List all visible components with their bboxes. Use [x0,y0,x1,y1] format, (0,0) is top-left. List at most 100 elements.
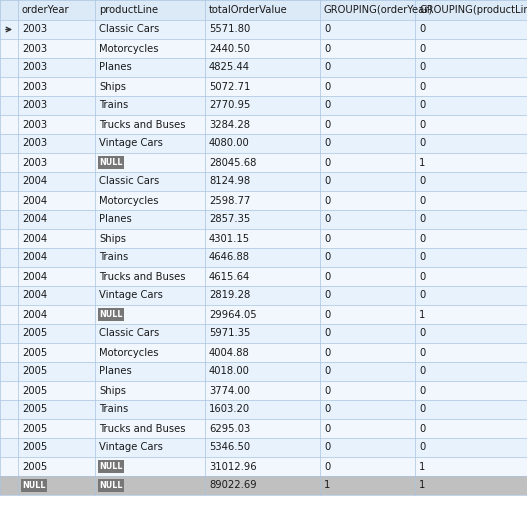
Bar [415,172,527,191]
Text: 4615.64: 4615.64 [209,271,250,282]
Text: 0: 0 [419,43,425,54]
Bar [205,438,320,457]
Bar [18,457,95,476]
Text: Trains: Trains [99,252,128,263]
Text: 0: 0 [324,366,330,377]
Text: 0: 0 [324,82,330,91]
Text: 2440.50: 2440.50 [209,43,250,54]
Text: Ships: Ships [99,234,126,244]
Bar [205,248,320,267]
Text: 0: 0 [324,291,330,300]
Bar [415,229,527,248]
Bar [205,267,320,286]
Text: 1: 1 [419,310,425,319]
Text: 8124.98: 8124.98 [209,176,250,186]
Text: 0: 0 [324,196,330,205]
Bar [0,58,18,77]
Bar [205,457,320,476]
Text: 2770.95: 2770.95 [209,101,250,110]
Bar [18,115,95,134]
Bar [320,134,415,153]
Text: Classic Cars: Classic Cars [99,329,159,338]
Text: 89022.69: 89022.69 [209,480,257,491]
Bar [0,96,18,115]
Bar [95,324,205,343]
Text: Classic Cars: Classic Cars [99,24,159,35]
Text: 5072.71: 5072.71 [209,82,250,91]
Text: 0: 0 [419,385,425,395]
Bar [0,438,18,457]
Bar [18,400,95,419]
Text: 0: 0 [419,405,425,414]
Bar [320,172,415,191]
Bar [95,58,205,77]
Bar [320,77,415,96]
Bar [18,0,95,20]
Bar [320,305,415,324]
Text: 0: 0 [419,24,425,35]
Text: 0: 0 [324,234,330,244]
Text: 5346.50: 5346.50 [209,443,250,453]
Bar [415,400,527,419]
Text: 0: 0 [419,138,425,149]
Bar [0,286,18,305]
Bar [95,457,205,476]
Text: 0: 0 [419,82,425,91]
Bar [18,210,95,229]
Bar [415,115,527,134]
Bar [320,381,415,400]
Text: 0: 0 [419,176,425,186]
Text: 2819.28: 2819.28 [209,291,250,300]
Bar [0,115,18,134]
Bar [320,286,415,305]
Bar [415,39,527,58]
Bar [0,20,18,39]
Text: 0: 0 [324,443,330,453]
Text: 0: 0 [324,24,330,35]
Bar [98,156,124,169]
Text: Vintage Cars: Vintage Cars [99,138,163,149]
Text: 2003: 2003 [22,120,47,130]
Text: 2003: 2003 [22,24,47,35]
Text: 2598.77: 2598.77 [209,196,250,205]
Bar [415,362,527,381]
Text: 2005: 2005 [22,405,47,414]
Text: totalOrderValue: totalOrderValue [209,5,288,15]
Text: 2004: 2004 [22,291,47,300]
Bar [415,305,527,324]
Bar [95,248,205,267]
Bar [415,381,527,400]
Text: Motorcycles: Motorcycles [99,196,159,205]
Text: 0: 0 [419,291,425,300]
Bar [98,309,124,320]
Text: 1: 1 [419,480,425,491]
Text: 0: 0 [324,101,330,110]
Text: 2003: 2003 [22,157,47,168]
Bar [205,324,320,343]
Bar [415,419,527,438]
Text: 0: 0 [419,366,425,377]
Bar [320,400,415,419]
Bar [320,210,415,229]
Text: 3774.00: 3774.00 [209,385,250,395]
Bar [0,457,18,476]
Bar [0,39,18,58]
Bar [320,362,415,381]
Bar [18,324,95,343]
Text: 2004: 2004 [22,176,47,186]
Bar [0,153,18,172]
Text: 0: 0 [324,157,330,168]
Text: 4004.88: 4004.88 [209,347,250,358]
Text: 2005: 2005 [22,347,47,358]
Bar [0,210,18,229]
Bar [415,58,527,77]
Bar [18,20,95,39]
Text: NULL: NULL [99,481,123,490]
Text: 2003: 2003 [22,101,47,110]
Bar [0,381,18,400]
Text: 0: 0 [419,329,425,338]
Text: 0: 0 [324,215,330,224]
Bar [415,20,527,39]
Bar [205,172,320,191]
Bar [205,362,320,381]
